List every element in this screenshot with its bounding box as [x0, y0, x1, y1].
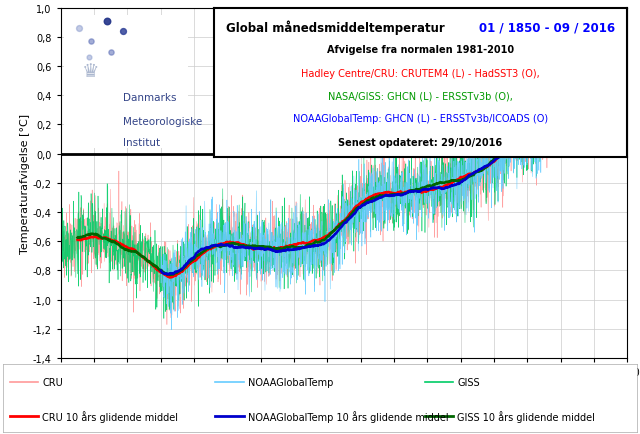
Text: 01 / 1850 - 09 / 2016: 01 / 1850 - 09 / 2016	[479, 22, 615, 34]
Text: CRU 10 års glidende middel: CRU 10 års glidende middel	[42, 411, 179, 422]
Text: NOAAGlobalTemp: NOAAGlobalTemp	[248, 377, 334, 387]
Text: Afvigelse fra normalen 1981-2010: Afvigelse fra normalen 1981-2010	[327, 45, 514, 55]
Text: Danmarks: Danmarks	[124, 93, 177, 103]
Text: Global månedsmiddeltemperatur: Global månedsmiddeltemperatur	[226, 21, 445, 35]
Text: NASA/GISS: GHCN (L) - ERSSTv3b (O),: NASA/GISS: GHCN (L) - ERSSTv3b (O),	[328, 91, 513, 101]
Text: NOAAGlobalTemp: GHCN (L) - ERSSTv3b/ICOADS (O): NOAAGlobalTemp: GHCN (L) - ERSSTv3b/ICOA…	[293, 114, 548, 124]
Text: CRU: CRU	[42, 377, 63, 387]
Point	[118, 28, 129, 35]
Y-axis label: Temperaturafvigelse [°C]: Temperaturafvigelse [°C]	[20, 113, 30, 253]
Text: ♛: ♛	[83, 62, 100, 81]
Point	[74, 26, 84, 33]
Text: Senest opdateret: 29/10/2016: Senest opdateret: 29/10/2016	[339, 137, 502, 147]
Text: Meteorologiske: Meteorologiske	[124, 117, 203, 127]
Point	[102, 19, 113, 26]
Text: Institut: Institut	[124, 138, 161, 148]
Point	[86, 39, 96, 46]
Text: GISS: GISS	[458, 377, 480, 387]
Text: Hadley Centre/CRU: CRUTEM4 (L) - HadSST3 (O),: Hadley Centre/CRU: CRUTEM4 (L) - HadSST3…	[301, 69, 540, 79]
Point	[83, 55, 93, 62]
Point	[106, 49, 116, 56]
Text: GISS 10 års glidende middel: GISS 10 års glidende middel	[458, 411, 595, 422]
Text: NOAAGlobalTemp 10 års glidende middel: NOAAGlobalTemp 10 års glidende middel	[248, 411, 449, 422]
